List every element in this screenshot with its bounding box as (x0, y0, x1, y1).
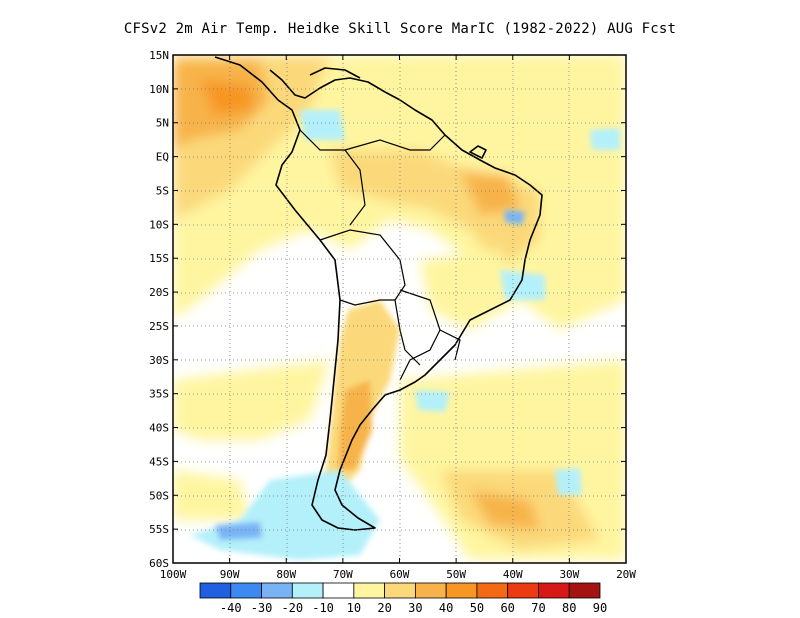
longitude-label: 90W (220, 568, 240, 581)
longitude-label: 20W (616, 568, 636, 581)
colorbar-swatch (353, 582, 386, 599)
latitude-label: 10N (149, 83, 169, 96)
colorbar-label: -30 (251, 601, 273, 615)
latitude-label: 20S (149, 286, 169, 299)
latitude-label: 5S (156, 184, 169, 197)
latitude-label: 10S (149, 218, 169, 231)
longitude-label: 60W (390, 568, 410, 581)
latitude-ticks (173, 54, 626, 564)
colorbar-label: 20 (377, 601, 391, 615)
latitude-label: 55S (149, 523, 169, 536)
colorbar-label: 60 (500, 601, 514, 615)
latitude-label: 40S (149, 422, 169, 435)
country-borders (299, 129, 461, 381)
latitude-label: EQ (156, 151, 169, 164)
chart-title: CFSv2 2m Air Temp. Heidke Skill Score Ma… (123, 21, 677, 37)
latitude-label: 25S (149, 320, 169, 333)
latitude-labels: 15N 10N 5N EQ 5S 10S 15S 20S 25S 30S 35S 40S 45S 50S 5… (149, 49, 169, 570)
longitude-label: 80W (276, 568, 296, 581)
longitude-labels: 100W 90W 80W 70W 60W 50W 40W 30W 20W (160, 568, 637, 581)
longitude-label: 40W (503, 568, 523, 581)
colorbar-label: 90 (593, 601, 607, 615)
colorbar-label: 30 (408, 601, 422, 615)
latitude-label: 45S (149, 455, 169, 468)
latitude-label: 30S (149, 354, 169, 367)
colorbar-label: 70 (531, 601, 545, 615)
colorbar-label: 50 (470, 601, 484, 615)
graticule (173, 55, 626, 563)
colorbar-label: 40 (439, 601, 453, 615)
colorbar-label: -20 (281, 601, 303, 615)
colorbar-swatch (568, 582, 601, 599)
colorbar-swatch (445, 582, 478, 599)
latitude-label: 15N (149, 49, 169, 62)
colorbar-swatch (476, 582, 509, 599)
latitude-label: 35S (149, 388, 169, 401)
colorbar-swatch (230, 582, 262, 599)
colorbar-label: 10 (347, 601, 361, 615)
colorbar-swatch (507, 582, 539, 599)
colorbar-label: -10 (312, 601, 334, 615)
colorbar-swatch (384, 582, 416, 599)
colorbar-swatch (199, 582, 232, 599)
latitude-label: 15S (149, 252, 169, 265)
colorbar-label: 80 (562, 601, 576, 615)
longitude-label: 50W (446, 568, 466, 581)
latitude-label: 5N (156, 117, 169, 130)
longitude-label: 30W (559, 568, 579, 581)
latitude-label: 50S (149, 489, 169, 502)
longitude-label: 70W (333, 568, 353, 581)
coastlines (214, 56, 543, 531)
colorbar-label: -40 (220, 601, 242, 615)
colorbar-swatch (414, 582, 447, 599)
colorbar-swatch (538, 582, 570, 599)
colorbar-swatch (322, 582, 355, 599)
colorbar-swatch (261, 582, 293, 599)
colorbar-swatch (291, 582, 324, 599)
longitude-ticks (172, 55, 627, 563)
latitude-label: 60S (149, 557, 169, 570)
longitude-label: 100W (160, 568, 187, 581)
